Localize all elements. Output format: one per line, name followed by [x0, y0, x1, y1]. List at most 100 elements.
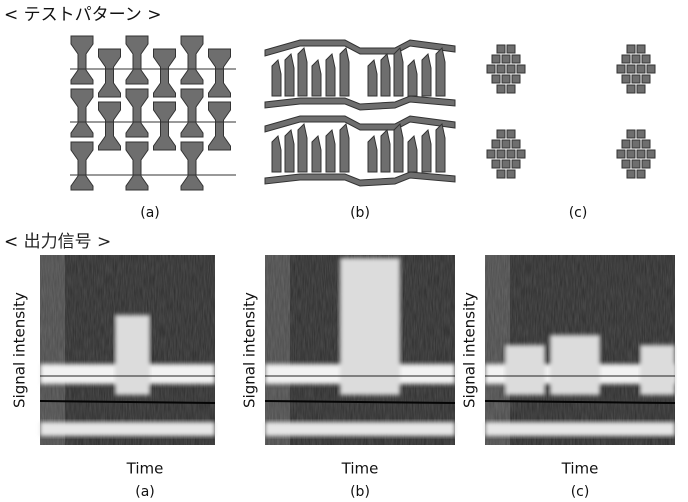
signal-pulse	[505, 345, 545, 395]
pattern-shape	[340, 48, 349, 96]
pattern-square	[507, 85, 515, 93]
signal-pulse	[115, 315, 150, 395]
pattern-shape	[154, 49, 176, 97]
pattern-square	[507, 45, 515, 53]
pattern-shape	[209, 49, 231, 97]
pattern-shape	[181, 89, 203, 137]
pattern-square	[512, 140, 520, 148]
pattern-square	[502, 160, 510, 168]
signal-pulse	[340, 258, 400, 395]
pattern-shape	[154, 102, 176, 150]
pattern-shape	[71, 89, 93, 137]
pattern-shape	[265, 96, 455, 110]
pattern-square	[497, 45, 505, 53]
pattern-shape	[126, 142, 148, 190]
signal-band	[40, 422, 215, 436]
pattern-square	[497, 85, 505, 93]
pattern-square	[637, 130, 645, 138]
pattern-square	[617, 65, 625, 73]
pattern-shape	[126, 89, 148, 137]
pattern-shape	[71, 142, 93, 190]
pattern-square	[507, 170, 515, 178]
pattern-square	[507, 150, 515, 158]
figure: < テストパターン > (a) (b) (c) < 出力信号 > Signal …	[0, 0, 688, 502]
y-axis-label: Signal intensity	[11, 292, 29, 408]
y-axis-label: Signal intensity	[241, 292, 259, 408]
pattern-square	[642, 160, 650, 168]
pattern-shape	[312, 60, 321, 96]
pattern-shape	[285, 130, 294, 172]
signal-pulse	[550, 335, 600, 395]
pattern-square	[492, 140, 500, 148]
pattern-shape	[265, 116, 455, 132]
pattern-square	[512, 160, 520, 168]
pattern-shape	[272, 136, 281, 172]
pattern-shape	[368, 136, 377, 172]
pattern-shape	[436, 48, 445, 96]
pattern-square	[622, 75, 630, 83]
pattern-square	[507, 65, 515, 73]
pattern-square	[492, 160, 500, 168]
x-axis-label: Time	[341, 460, 379, 478]
pattern-shape	[326, 130, 335, 172]
section-heading: < 出力信号 >	[4, 232, 111, 252]
pattern-square	[502, 140, 510, 148]
pattern-square	[637, 150, 645, 158]
caption: (c)	[569, 205, 588, 221]
y-axis-label: Signal intensity	[461, 292, 479, 408]
pattern-shape	[126, 36, 148, 84]
pattern-square	[622, 160, 630, 168]
pattern-shape	[436, 124, 445, 172]
pattern-shape	[312, 136, 321, 172]
pattern-square	[637, 45, 645, 53]
pattern-square	[627, 150, 635, 158]
caption: (b)	[350, 484, 370, 500]
pattern-square	[637, 170, 645, 178]
pattern-square	[622, 140, 630, 148]
pattern-shape	[394, 48, 403, 96]
pattern-square	[637, 65, 645, 73]
caption: (c)	[571, 484, 590, 500]
pattern-square	[627, 45, 635, 53]
patterns	[70, 36, 655, 190]
caption: (a)	[140, 205, 160, 221]
pattern-shape	[99, 102, 121, 150]
pattern-shape	[408, 60, 417, 96]
pattern-square	[502, 75, 510, 83]
pattern-square	[502, 55, 510, 63]
pattern-shape	[272, 60, 281, 96]
pattern-square	[627, 65, 635, 73]
pattern-square	[517, 65, 525, 73]
pattern-square	[507, 130, 515, 138]
pattern-shape	[298, 48, 307, 96]
pattern-square	[647, 65, 655, 73]
x-axis-label: Time	[561, 460, 599, 478]
pattern-shape	[368, 60, 377, 96]
pattern-shape	[381, 54, 390, 96]
pattern-square	[642, 55, 650, 63]
caption: (b)	[350, 205, 370, 221]
pattern-shape	[209, 102, 231, 150]
pattern-shape	[394, 124, 403, 172]
pattern-square	[617, 150, 625, 158]
pattern-shape	[71, 36, 93, 84]
signal-band	[485, 422, 675, 436]
pattern-shape	[99, 49, 121, 97]
pattern-square	[497, 65, 505, 73]
pattern-square	[497, 170, 505, 178]
pattern-shape	[408, 136, 417, 172]
signal-band	[265, 422, 455, 436]
pattern-shape	[265, 40, 455, 56]
pattern-square	[642, 140, 650, 148]
pattern-square	[512, 75, 520, 83]
pattern-square	[637, 85, 645, 93]
pattern-shape	[340, 124, 349, 172]
pattern-square	[642, 75, 650, 83]
pattern-shape	[381, 130, 390, 172]
pattern-square	[627, 170, 635, 178]
signal-pulse	[640, 345, 675, 395]
pattern-square	[632, 75, 640, 83]
pattern-shape	[285, 54, 294, 96]
pattern-square	[487, 150, 495, 158]
